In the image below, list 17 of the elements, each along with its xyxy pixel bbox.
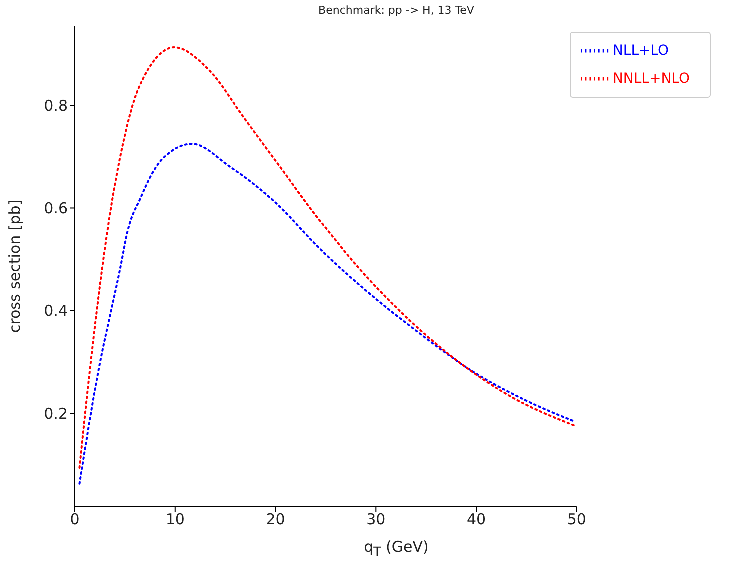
legend-label: NLL+LO: [612, 42, 670, 59]
chart-title: Benchmark: pp -> H, 13 TeV: [318, 4, 476, 17]
x-tick-label: 30: [366, 510, 386, 529]
line-series: [78, 143, 576, 485]
x-tick-label: 10: [166, 510, 185, 529]
x-tick-label: 20: [266, 510, 286, 529]
legend-label: NNLL+NLO: [612, 70, 690, 87]
y-tick-label: 0.6: [44, 200, 68, 218]
x-axis-title: q$_{T}$ (GeV): [363, 538, 430, 559]
y-tick-label: 0.8: [44, 96, 68, 115]
x-tick-label: 0: [70, 510, 80, 529]
line-series: [78, 46, 576, 469]
y-axis-title: cross section [pb]: [6, 200, 24, 334]
y-tick-label: 0.4: [44, 302, 68, 320]
x-tick-label: 50: [567, 510, 586, 529]
y-tick-label: 0.2: [44, 404, 68, 423]
x-tick-label: 40: [466, 510, 486, 529]
